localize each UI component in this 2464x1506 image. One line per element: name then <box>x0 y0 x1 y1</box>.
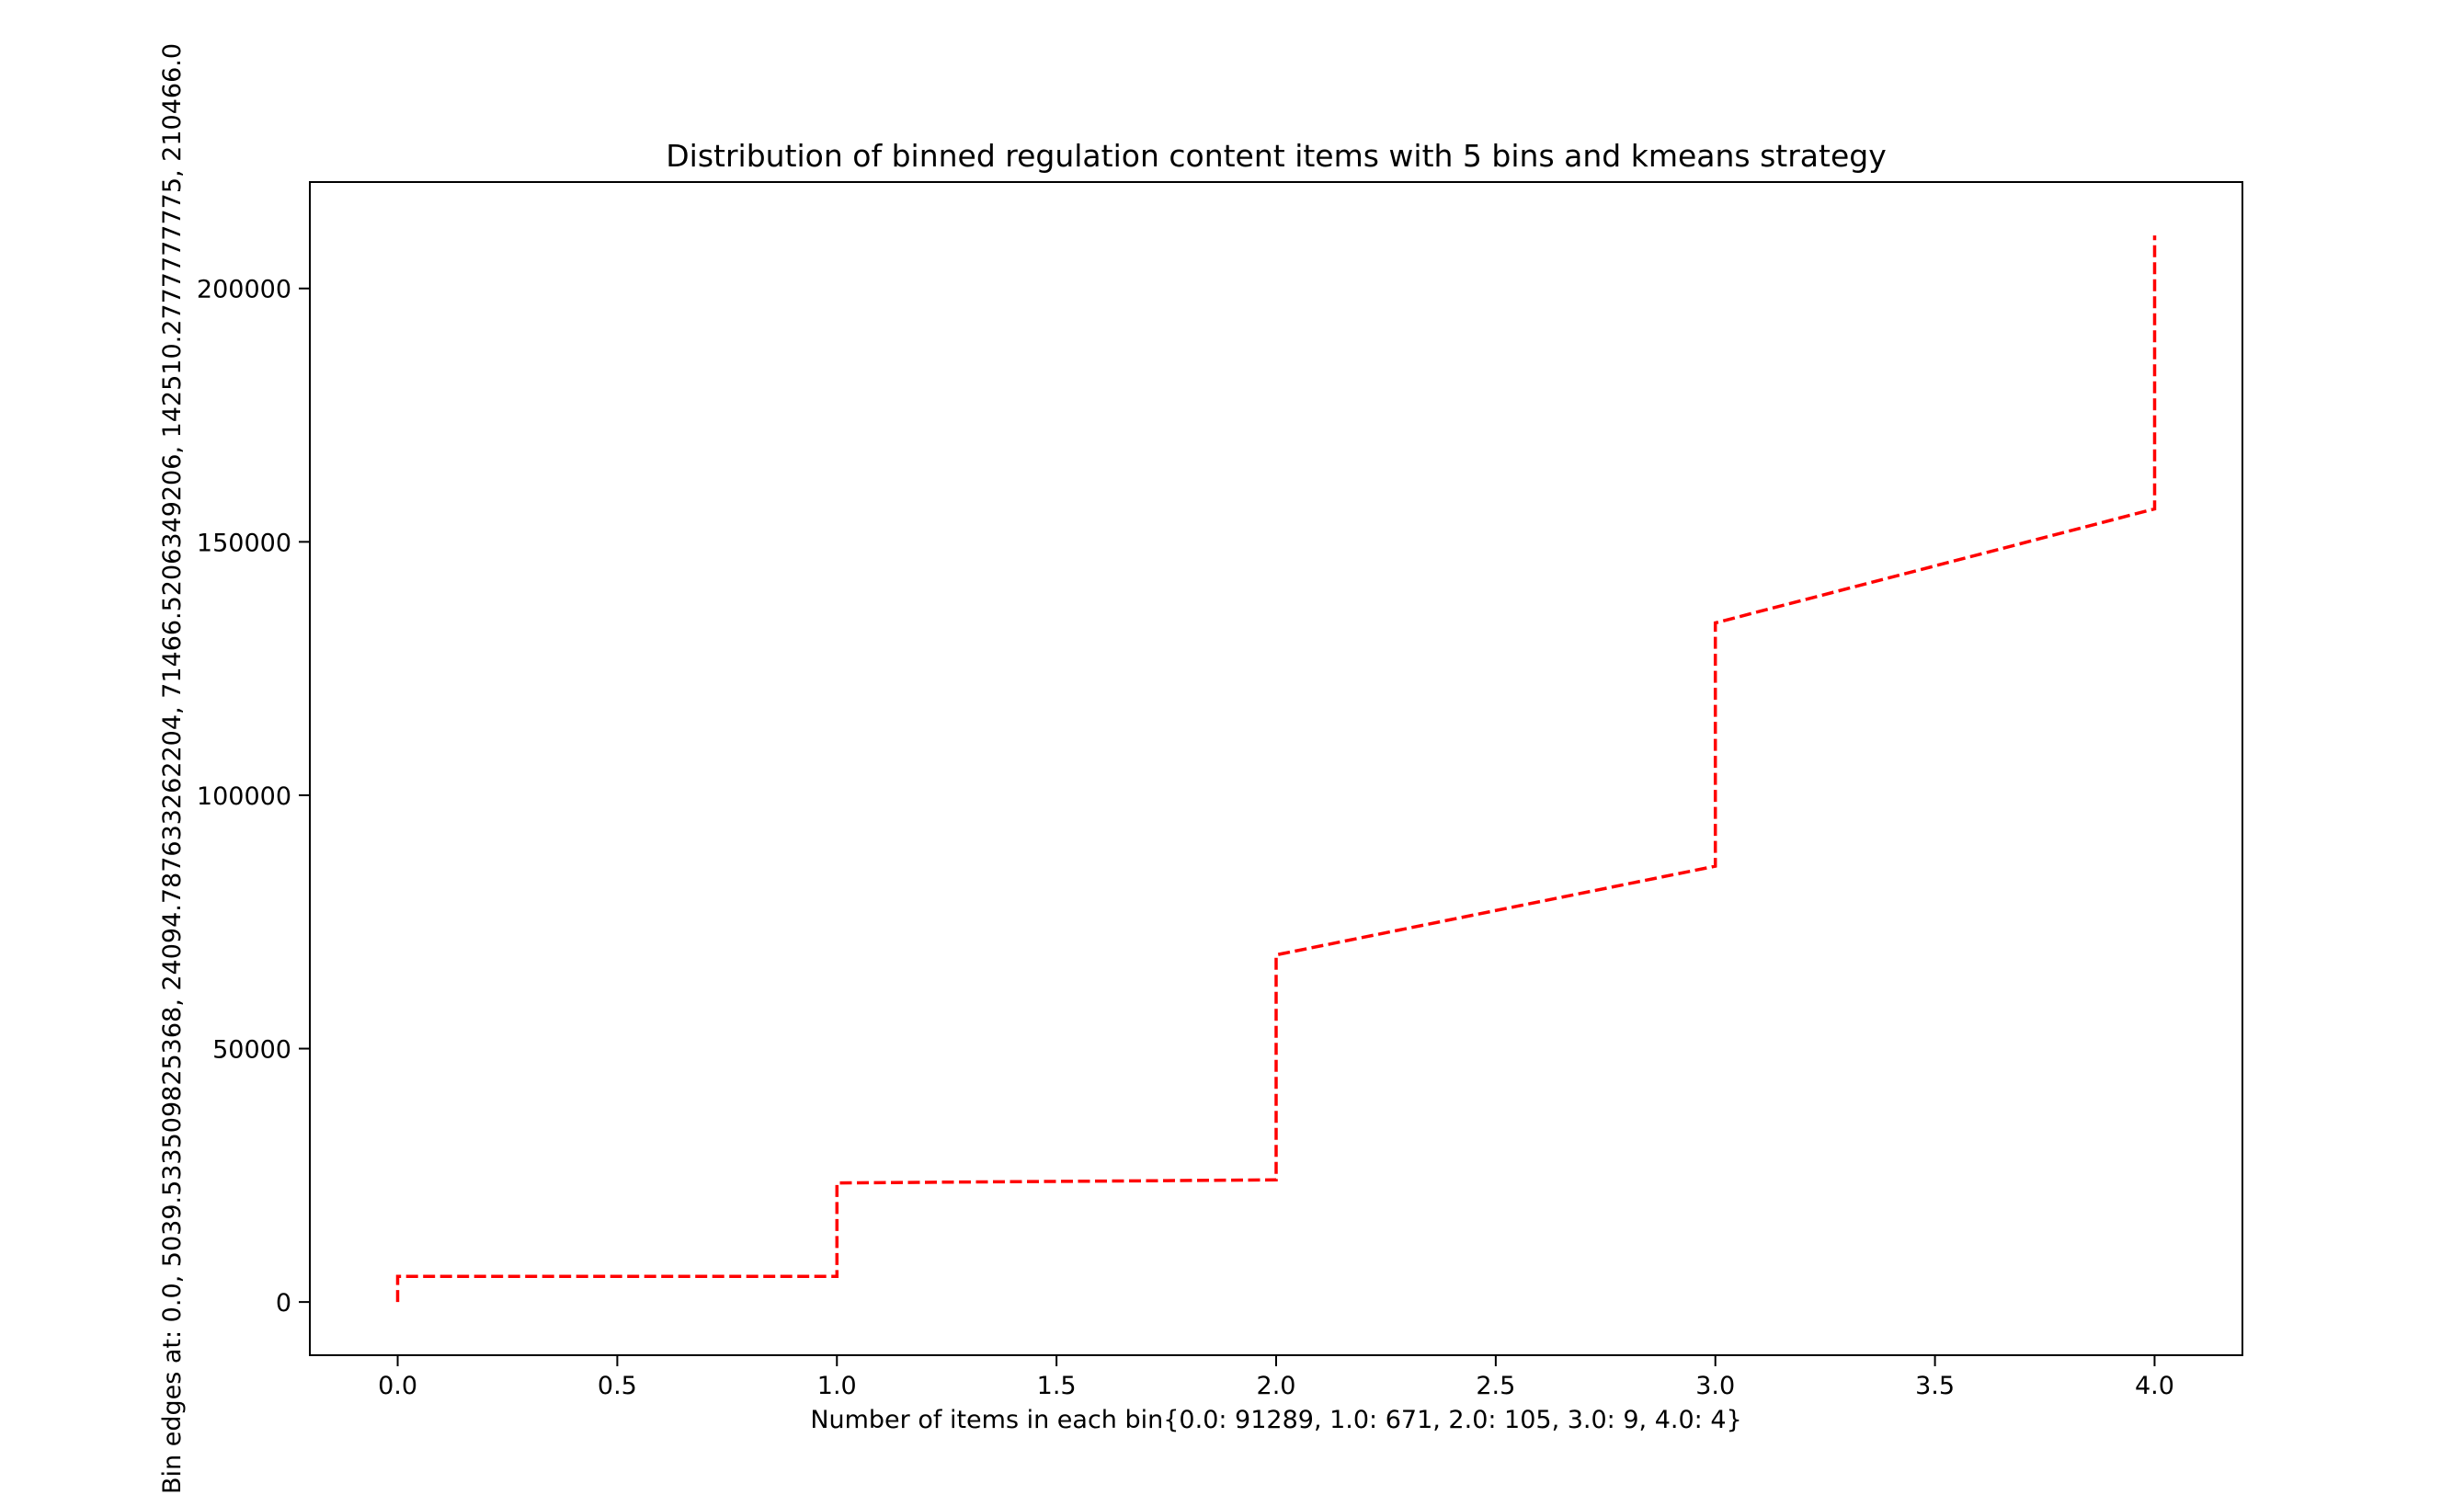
y-axis-label: Bin edges at: 0.0, 5039.533509825368, 24… <box>158 43 187 1494</box>
x-tick-label: 1.0 <box>817 1372 857 1400</box>
y-tick-label: 100000 <box>197 782 291 811</box>
x-tick-label: 3.0 <box>1695 1372 1735 1400</box>
y-tick-label: 150000 <box>197 529 291 557</box>
chart-title: Distribution of binned regulation conten… <box>666 138 1886 174</box>
x-axis-label: Number of items in each bin{0.0: 91289, … <box>810 1406 1741 1434</box>
x-tick-label: 2.5 <box>1476 1372 1515 1400</box>
x-tick-label: 1.5 <box>1037 1372 1077 1400</box>
y-tick-label: 50000 <box>212 1036 291 1065</box>
y-tick-label: 200000 <box>197 276 291 304</box>
x-tick-label: 0.0 <box>378 1372 417 1400</box>
x-tick-label: 0.5 <box>598 1372 637 1400</box>
y-axis-ticks: 0 50000 100000 150000 200000 <box>197 276 310 1318</box>
plot-series-layer <box>395 235 2157 1303</box>
x-tick-label: 4.0 <box>2135 1372 2174 1400</box>
x-tick-label: 3.5 <box>1915 1372 1955 1400</box>
y-tick-label: 0 <box>276 1289 291 1318</box>
series-line <box>395 235 2157 1303</box>
x-axis-ticks: 0.0 0.5 1.0 1.5 2.0 2.5 3.0 3.5 4.0 <box>378 1355 2174 1400</box>
x-tick-label: 2.0 <box>1257 1372 1296 1400</box>
